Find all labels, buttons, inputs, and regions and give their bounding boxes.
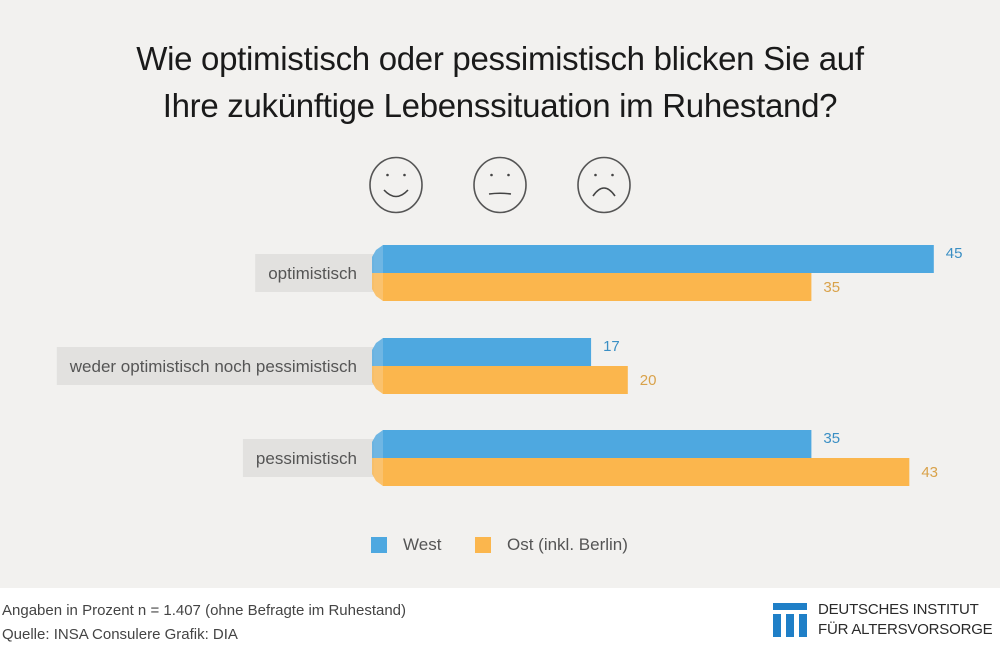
category-label: weder optimistisch noch pessimistisch	[69, 357, 357, 376]
bar-west	[383, 430, 812, 458]
smiley-sad-icon	[577, 156, 631, 214]
data-label: 35	[823, 430, 840, 447]
smiley-neutral-icon	[473, 156, 527, 214]
logo-text-line-1: DEUTSCHES INSTITUT	[818, 601, 979, 618]
bar-bevel-cap	[372, 273, 383, 301]
bar-bevel-cap	[372, 338, 383, 366]
legend-label-west: West	[403, 535, 442, 554]
data-label: 35	[823, 279, 840, 296]
category-label: pessimistisch	[256, 449, 357, 468]
category-label: optimistisch	[268, 264, 357, 283]
bar-ost	[383, 273, 812, 301]
bar-west	[383, 245, 934, 273]
bar-west	[383, 338, 592, 366]
category-label-background	[255, 254, 374, 292]
category-label-background	[56, 347, 374, 385]
footer-source: Quelle: INSA Consulere Grafik: DIA	[2, 626, 238, 643]
legend-swatch-ost	[475, 537, 491, 553]
data-label: 17	[603, 338, 620, 355]
legend-swatch-west	[371, 537, 387, 553]
logo-text-line-2: FÜR ALTERSVORSORGE	[818, 621, 993, 638]
bar-ost	[383, 458, 910, 486]
category-label-background	[242, 439, 374, 477]
footer-note: Angaben in Prozent n = 1.407 (ohne Befra…	[2, 602, 407, 619]
data-label: 43	[921, 464, 938, 481]
bar-bevel-cap	[372, 458, 383, 486]
bar-bevel-cap	[372, 430, 383, 458]
smiley-happy-icon	[369, 156, 423, 214]
bar-bevel-cap	[372, 245, 383, 273]
legend-item-west: West	[371, 535, 441, 555]
data-label: 20	[640, 372, 657, 389]
dia-logo-icon	[773, 603, 807, 637]
legend-item-ost: Ost (inkl. Berlin)	[475, 535, 628, 555]
data-label: 45	[946, 245, 963, 262]
bar-bevel-cap	[372, 366, 383, 394]
chart-title-line-1: Wie optimistisch oder pessimistisch blic…	[136, 40, 864, 77]
legend-label-ost: Ost (inkl. Berlin)	[507, 535, 628, 554]
chart-title-line-2: Ihre zukünftige Lebenssituation im Ruhes…	[162, 87, 838, 124]
bar-ost	[383, 366, 628, 394]
bar-chart: optimistisch 45 35 weder optimistisch noch …	[56, 245, 963, 486]
